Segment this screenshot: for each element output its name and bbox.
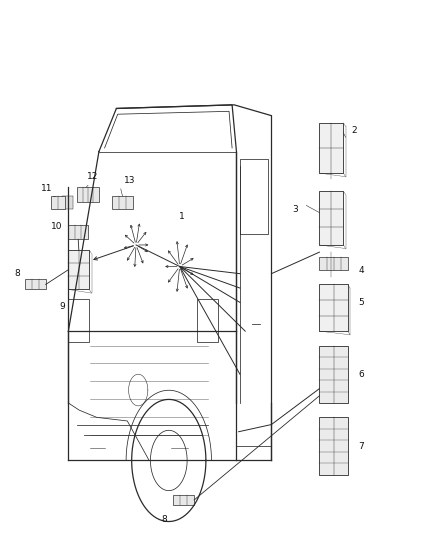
- Bar: [25, 279, 46, 289]
- Text: 7: 7: [358, 442, 364, 450]
- Text: 6: 6: [358, 370, 364, 379]
- Bar: [77, 188, 99, 202]
- Text: 1: 1: [179, 212, 185, 221]
- Text: 3: 3: [293, 205, 298, 214]
- Text: 11: 11: [41, 184, 52, 193]
- Bar: [319, 345, 348, 403]
- Text: 2: 2: [352, 125, 357, 134]
- Text: 10: 10: [51, 222, 62, 231]
- Bar: [112, 196, 133, 209]
- Bar: [51, 196, 65, 209]
- Bar: [319, 285, 348, 331]
- Text: 8: 8: [14, 269, 20, 278]
- Bar: [319, 417, 348, 475]
- Bar: [62, 196, 73, 209]
- Text: 9: 9: [60, 302, 66, 311]
- Text: 13: 13: [124, 176, 135, 185]
- Bar: [68, 225, 88, 239]
- Bar: [68, 299, 89, 342]
- Text: 5: 5: [358, 298, 364, 307]
- Bar: [319, 257, 348, 270]
- Text: 8: 8: [162, 515, 167, 524]
- Bar: [319, 191, 343, 245]
- Bar: [173, 495, 194, 505]
- Text: 12: 12: [87, 172, 98, 181]
- Text: 4: 4: [358, 265, 364, 274]
- Bar: [68, 250, 89, 289]
- Bar: [319, 123, 343, 173]
- Bar: [197, 299, 218, 342]
